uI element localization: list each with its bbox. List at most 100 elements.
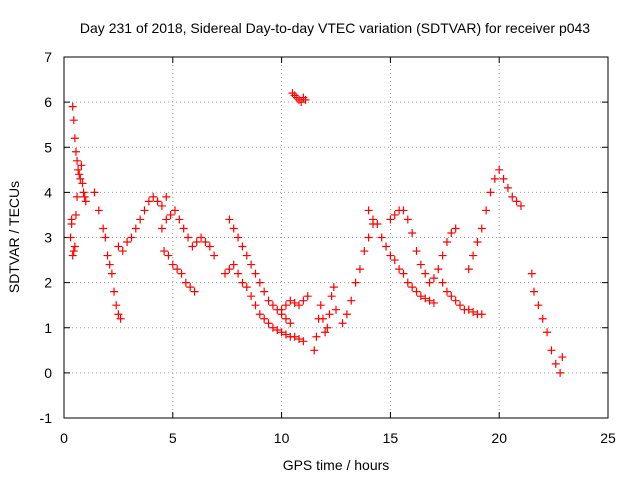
data-point: [114, 242, 123, 251]
data-point: [321, 328, 330, 337]
data-point: [69, 247, 78, 256]
data-point: [301, 95, 310, 104]
data-point: [177, 269, 186, 278]
data-point: [205, 242, 214, 251]
data-point: [312, 332, 321, 341]
data-point: [399, 269, 408, 278]
data-point: [477, 224, 486, 233]
data-point: [188, 242, 197, 251]
x-tick-label: 15: [383, 430, 399, 446]
data-point: [260, 287, 269, 296]
data-point: [162, 215, 171, 224]
y-tick-label: 0: [44, 365, 52, 381]
series-arc-9: [364, 206, 438, 307]
data-point: [78, 179, 87, 188]
data-point: [242, 283, 251, 292]
data-point: [221, 269, 230, 278]
data-point: [268, 301, 277, 310]
data-point: [168, 260, 177, 269]
data-point: [421, 294, 430, 303]
data-point: [186, 283, 195, 292]
data-point: [229, 260, 238, 269]
data-point: [477, 310, 486, 319]
data-point: [425, 296, 434, 305]
data-point: [323, 323, 332, 332]
data-point: [543, 328, 552, 337]
data-point: [234, 269, 243, 278]
data-point: [170, 206, 179, 215]
data-point: [486, 188, 495, 197]
data-point: [70, 134, 79, 143]
data-point: [332, 305, 340, 314]
y-tick-label: 7: [44, 49, 52, 65]
data-point: [399, 206, 408, 215]
data-point: [438, 251, 447, 260]
data-point: [464, 265, 473, 274]
data-point: [442, 287, 451, 296]
data-point: [482, 206, 491, 215]
data-point: [255, 310, 264, 319]
data-point: [264, 296, 273, 305]
data-point: [547, 346, 556, 355]
data-point: [103, 251, 112, 260]
data-point: [71, 210, 80, 219]
data-point: [268, 323, 277, 332]
data-point: [534, 301, 543, 310]
data-point: [153, 197, 162, 206]
series-arc-10: [386, 206, 460, 287]
data-point: [277, 328, 286, 337]
y-tick-label: -1: [40, 410, 53, 426]
data-point: [131, 224, 140, 233]
data-point: [368, 215, 377, 224]
x-tick-label: 10: [274, 430, 290, 446]
data-point: [364, 233, 373, 242]
data-point: [277, 305, 286, 314]
data-point: [421, 269, 430, 278]
data-point: [286, 319, 295, 328]
data-point: [114, 310, 123, 319]
x-tick-label: 5: [169, 430, 177, 446]
data-point: [503, 183, 512, 192]
data-point: [281, 330, 290, 339]
data-point: [295, 335, 304, 344]
data-point: [495, 165, 504, 174]
series-cluster-near-11: [277, 292, 312, 314]
y-axis-label: SDTVAR / TECUs: [6, 181, 22, 293]
data-point: [164, 251, 173, 260]
data-point: [412, 287, 421, 296]
data-point: [238, 278, 247, 287]
data-point: [527, 269, 536, 278]
data-point: [382, 242, 391, 251]
y-tick-label: 6: [44, 94, 52, 110]
data-point: [90, 188, 99, 197]
data-point: [316, 301, 325, 310]
data-point: [242, 251, 251, 260]
data-point: [118, 247, 127, 256]
y-tick-label: 5: [44, 139, 52, 155]
data-point: [255, 278, 264, 287]
data-point: [342, 310, 351, 319]
data-point: [73, 192, 82, 201]
axis-ticks: [63, 56, 609, 419]
series-arc-3: [157, 206, 219, 260]
data-point: [149, 192, 158, 201]
series-outlier-top: [288, 89, 310, 107]
data-point: [67, 219, 76, 228]
y-tick-label: 1: [44, 320, 52, 336]
data-point: [310, 346, 319, 355]
data-point: [408, 283, 417, 292]
x-tick-label: 0: [60, 430, 68, 446]
data-point: [408, 228, 417, 237]
data-point: [530, 287, 539, 296]
data-point: [299, 337, 308, 346]
data-point: [395, 265, 404, 274]
series-arc-4: [160, 247, 199, 296]
data-point: [447, 292, 456, 301]
data-point: [351, 278, 360, 287]
series-arc-2: [114, 192, 171, 256]
data-point: [74, 165, 83, 174]
data-point: [110, 287, 119, 296]
data-point: [229, 224, 238, 233]
data-point: [386, 215, 395, 224]
data-point: [157, 201, 166, 210]
